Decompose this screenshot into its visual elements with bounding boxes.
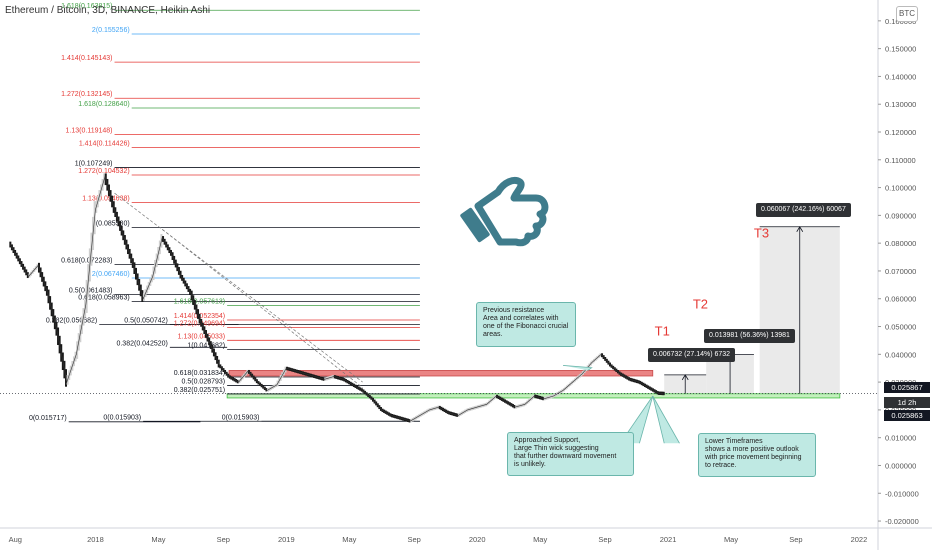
fib-level-label: 0.618(0.031834) xyxy=(174,370,225,377)
fib-level-label: 0.618(0.072283) xyxy=(61,258,112,265)
fib-level-label: 1.272(0.104532) xyxy=(78,168,129,175)
thumbs-up-icon xyxy=(460,176,549,247)
fib-level-label: 1.13(0.045033) xyxy=(178,333,225,340)
fib-level-label: 0.5(0.050742) xyxy=(124,317,168,324)
fib-level-label: 0(0.015903) xyxy=(222,414,260,421)
x-tick-label: 2020 xyxy=(469,535,486,544)
timeframe-note: Lower Timeframes shows a more positive o… xyxy=(698,433,816,477)
fib-level-label: 0(0.015717) xyxy=(29,415,67,422)
x-tick-label: Sep xyxy=(789,535,802,544)
fib-level-label: 1.272(0.049694) xyxy=(174,320,225,327)
fib-level-label: 0.382(0.042520) xyxy=(116,340,167,347)
trendline-lower xyxy=(162,228,363,388)
fib-level-label: 2(0.155256) xyxy=(92,27,130,34)
x-tick-label: May xyxy=(724,535,738,544)
target-label-t2: T2 xyxy=(693,296,708,311)
y-tick-label: 0.040000 xyxy=(885,350,916,359)
timeframe-note-pointer xyxy=(652,395,680,444)
x-tick-label: 2018 xyxy=(87,535,104,544)
fib-level-label: 1.414(0.145143) xyxy=(61,55,112,62)
fib-level-label: 1.618(0.057613) xyxy=(174,298,225,305)
trendline-upper xyxy=(114,192,363,383)
target-label-t3: T3 xyxy=(754,226,769,241)
fib-level-label: 1(0.107249) xyxy=(75,160,113,167)
fib-level-label: 0.382(0.050682) xyxy=(46,318,97,325)
resistance-note-pointer xyxy=(563,365,593,371)
y-tick-label: -0.020000 xyxy=(885,517,919,526)
fib-level-label: 1(0.085580) xyxy=(92,221,130,228)
y-tick-label: 0.140000 xyxy=(885,72,916,81)
target-t1-info: 0.006732 (27.14%) 6732 xyxy=(648,348,736,362)
target-t2-info: 0.013981 (56.36%) 13981 xyxy=(704,329,795,343)
y-tick-label: 0.090000 xyxy=(885,211,916,220)
y-tick-label: 0.100000 xyxy=(885,184,916,193)
fib-level-label: 0.618(0.058963) xyxy=(78,295,129,302)
y-tick-label: 0.120000 xyxy=(885,128,916,137)
y-tick-label: 0.060000 xyxy=(885,295,916,304)
last-price-tag: 0.025867 xyxy=(884,382,930,393)
y-tick-label: 0.130000 xyxy=(885,100,916,109)
y-tick-label: 0.000000 xyxy=(885,461,916,470)
fib-level-label: 0.5(0.061483) xyxy=(69,288,113,295)
x-tick-label: Sep xyxy=(598,535,611,544)
x-tick-label: Aug xyxy=(9,535,22,544)
resistance-zone xyxy=(228,370,654,377)
x-tick-label: May xyxy=(342,535,356,544)
fib-level-label: 0.382(0.025751) xyxy=(174,387,225,394)
fib-level-label: 0(0.015903) xyxy=(103,414,141,421)
y-tick-label: 0.050000 xyxy=(885,323,916,332)
resistance-note: Previous resistance Area and correlates … xyxy=(476,302,576,347)
x-tick-label: 2021 xyxy=(660,535,677,544)
symbol-title: Ethereum / Bitcoin, 3D, BINANCE, Heikin … xyxy=(5,5,211,16)
x-tick-label: Sep xyxy=(408,535,421,544)
fib-level-label: 1.13(0.094638) xyxy=(82,195,129,202)
y-tick-label: 0.070000 xyxy=(885,267,916,276)
fib-level-label: 0.5(0.028793) xyxy=(182,378,226,385)
close-price-tag: 0.025863 xyxy=(884,410,930,421)
y-tick-label: -0.010000 xyxy=(885,489,919,498)
fib-level-label: 1.272(0.132145) xyxy=(61,91,112,98)
x-tick-label: May xyxy=(151,535,165,544)
fib-level-label: 2(0.067460) xyxy=(92,271,130,278)
y-tick-label: 0.110000 xyxy=(885,156,916,165)
currency-badge[interactable]: BTC xyxy=(896,6,918,22)
x-tick-label: May xyxy=(533,535,547,544)
price-series-line xyxy=(9,175,665,422)
x-tick-label: Sep xyxy=(217,535,230,544)
support-note: Approached Support, Large Thin wick sugg… xyxy=(507,432,634,476)
y-tick-label: 0.150000 xyxy=(885,45,916,54)
fib-level-label: 1(0.041682) xyxy=(187,343,225,350)
fib-level-label: 1.618(0.128640) xyxy=(78,101,129,108)
target-label-t1: T1 xyxy=(655,323,670,338)
fib-level-label: 1.414(0.114426) xyxy=(79,140,130,147)
countdown-tag: 1d 2h xyxy=(884,397,930,408)
x-tick-label: 2022 xyxy=(851,535,868,544)
target-t3-info: 0.060067 (242.16%) 60067 xyxy=(756,203,851,217)
fib-level-label: 1.13(0.119148) xyxy=(66,127,113,134)
fib-level-label: 1.618(0.163815) xyxy=(61,3,112,10)
x-tick-label: 2019 xyxy=(278,535,295,544)
y-tick-label: 0.080000 xyxy=(885,239,916,248)
y-tick-label: 0.010000 xyxy=(885,434,916,443)
